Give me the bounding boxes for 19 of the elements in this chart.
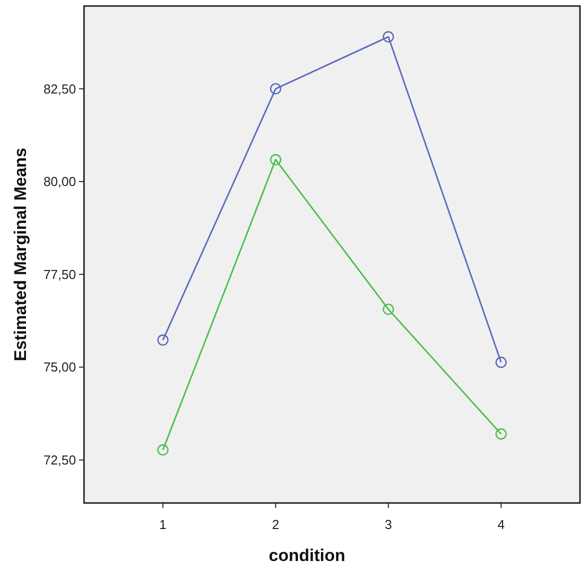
y-tick-label: 77,50 xyxy=(43,266,76,282)
point xyxy=(157,444,169,456)
point xyxy=(270,83,282,94)
x-tick-label: 4 xyxy=(497,517,505,532)
y-tick-label: 80,00 xyxy=(43,174,76,190)
y-tick-label: 72,50 xyxy=(43,452,76,468)
x-tick-label: 1 xyxy=(159,517,167,532)
point xyxy=(495,428,507,440)
x-tick-label: 2 xyxy=(272,517,280,532)
y-tick-label: 75,00 xyxy=(43,360,76,375)
y-tick-label: 82,50 xyxy=(43,81,76,96)
point xyxy=(382,31,394,42)
point xyxy=(382,304,394,315)
point xyxy=(157,334,169,346)
point xyxy=(495,356,507,368)
y-axis-title: Estimated Marginal Means xyxy=(11,148,30,362)
x-tick-label: 3 xyxy=(384,517,392,532)
point xyxy=(270,154,282,166)
x-axis-title: condition xyxy=(268,546,346,565)
